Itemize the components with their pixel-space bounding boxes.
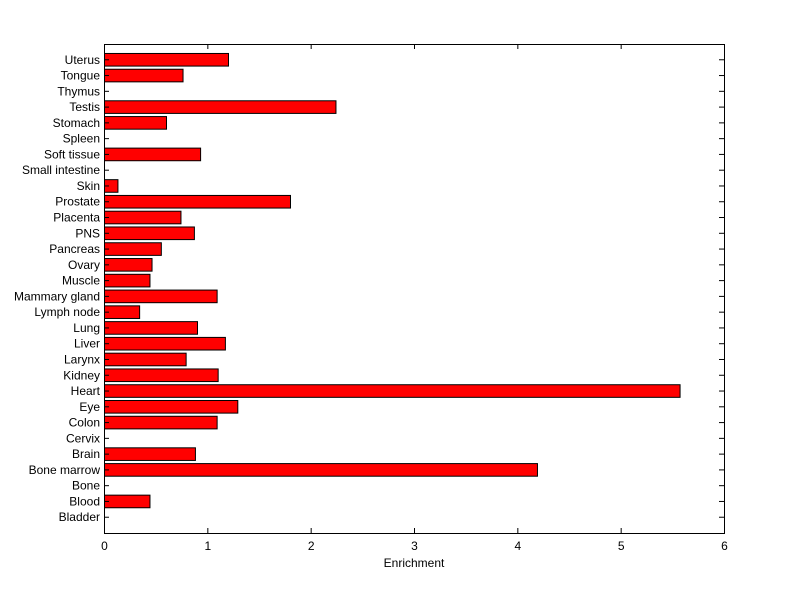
bar-uterus	[104, 52, 229, 67]
x-tick-label: 1	[204, 539, 211, 553]
bars-group	[104, 52, 681, 509]
y-tick-label: Tongue	[61, 69, 101, 83]
y-tick-label: Colon	[69, 416, 100, 430]
y-tick-label: Bone	[72, 479, 100, 493]
y-tick-label: Muscle	[62, 274, 100, 288]
bar-blood	[104, 494, 151, 509]
y-tick-label: Skin	[77, 179, 100, 193]
y-tick-label: Eye	[79, 400, 100, 414]
x-axis-label: Enrichment	[384, 556, 445, 570]
plot-area-frame	[104, 44, 725, 534]
y-tick-label: Uterus	[65, 53, 100, 67]
y-tick-label: Bone marrow	[29, 463, 101, 477]
x-tick-label: 5	[618, 539, 625, 553]
bar-pancreas	[104, 242, 162, 256]
y-tick-label: Thymus	[57, 84, 100, 98]
x-tick-label: 3	[411, 539, 418, 553]
bar-prostate	[104, 194, 291, 209]
bar-lymph-node	[104, 305, 141, 319]
y-tick-label: Cervix	[66, 431, 100, 445]
bar-ovary	[104, 258, 153, 272]
x-tick-label: 6	[721, 539, 728, 553]
y-tick-label: Mammary gland	[14, 289, 100, 303]
y-tick-label: Pancreas	[49, 242, 100, 256]
bar-liver	[104, 336, 226, 351]
y-tick-label: Brain	[72, 447, 100, 461]
y-tick-label: Ovary	[68, 258, 100, 272]
y-tick-label: PNS	[75, 226, 100, 240]
y-tick-label: Soft tissue	[44, 147, 100, 161]
bar-mammary-gland	[104, 289, 218, 304]
bar-stomach	[104, 116, 167, 130]
x-axis-ticks: 0 1 2 3 4 5 6	[101, 44, 728, 553]
bar-brain	[104, 447, 196, 461]
bar-testis	[104, 100, 337, 114]
y-tick-label: Prostate	[55, 195, 100, 209]
bar-soft-tissue	[104, 147, 202, 162]
bar-tongue	[104, 68, 184, 83]
y-tick-label: Testis	[69, 100, 100, 114]
y-tick-label: Liver	[74, 337, 100, 351]
y-tick-label: Lung	[73, 321, 100, 335]
y-tick-label: Blood	[69, 494, 100, 508]
bar-larynx	[104, 352, 187, 367]
y-tick-label: Larynx	[64, 352, 100, 366]
y-tick-label: Placenta	[53, 211, 100, 225]
y-tick-label: Spleen	[63, 132, 100, 146]
y-tick-label: Bladder	[59, 510, 100, 524]
bar-heart	[104, 384, 681, 398]
y-tick-label: Heart	[71, 384, 101, 398]
y-tick-label: Stomach	[53, 116, 100, 130]
bar-muscle	[104, 273, 151, 288]
bar-kidney	[104, 368, 219, 383]
y-tick-label: Lymph node	[34, 305, 100, 319]
y-tick-label: Kidney	[63, 368, 100, 382]
x-tick-label: 0	[101, 539, 108, 553]
bar-placenta	[104, 210, 182, 225]
x-tick-label: 2	[308, 539, 315, 553]
bar-colon	[104, 415, 218, 430]
bar-eye	[104, 399, 239, 414]
bar-bone-marrow	[104, 463, 538, 477]
bar-pns	[104, 226, 195, 241]
y-tick-label: Small intestine	[22, 163, 100, 177]
x-tick-label: 4	[514, 539, 521, 553]
bar-lung	[104, 321, 198, 335]
